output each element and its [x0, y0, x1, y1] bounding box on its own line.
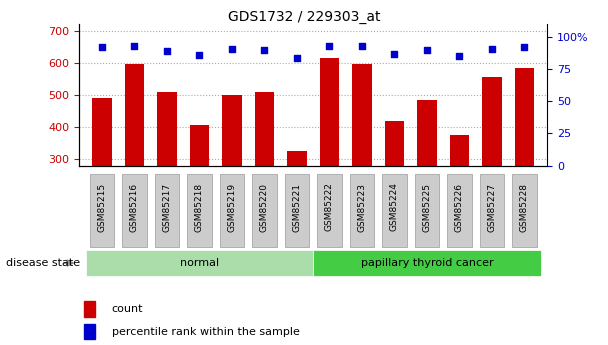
FancyBboxPatch shape	[382, 174, 407, 247]
Text: GSM85218: GSM85218	[195, 183, 204, 231]
FancyBboxPatch shape	[86, 250, 313, 276]
FancyBboxPatch shape	[447, 174, 472, 247]
Text: percentile rank within the sample: percentile rank within the sample	[112, 327, 300, 337]
Bar	[157, 92, 176, 166]
Point	[162, 48, 171, 54]
Text: GSM85220: GSM85220	[260, 183, 269, 231]
Text: papillary thyroid cancer: papillary thyroid cancer	[361, 258, 493, 268]
Text: GSM85227: GSM85227	[488, 183, 496, 231]
Bar	[84, 324, 95, 339]
Text: GSM85223: GSM85223	[358, 183, 367, 231]
Text: GSM85228: GSM85228	[520, 183, 529, 231]
Bar	[190, 126, 209, 166]
Bar	[450, 135, 469, 166]
Bar	[92, 98, 111, 166]
Text: GSM85222: GSM85222	[325, 183, 334, 231]
Point	[487, 46, 497, 51]
Text: GSM85216: GSM85216	[130, 183, 139, 231]
Bar	[222, 95, 241, 166]
Text: GSM85226: GSM85226	[455, 183, 464, 231]
Point	[357, 43, 367, 49]
Text: GDS1732 / 229303_at: GDS1732 / 229303_at	[228, 10, 380, 24]
Bar	[417, 100, 437, 166]
FancyBboxPatch shape	[480, 174, 504, 247]
FancyBboxPatch shape	[89, 174, 114, 247]
Text: normal: normal	[180, 258, 219, 268]
Bar	[482, 77, 502, 166]
Point	[390, 51, 399, 57]
Point	[195, 52, 204, 58]
Text: GSM85219: GSM85219	[227, 183, 237, 231]
Bar	[352, 64, 371, 166]
Bar	[125, 64, 144, 166]
Bar	[255, 92, 274, 166]
Bar	[84, 301, 95, 317]
FancyBboxPatch shape	[313, 250, 541, 276]
FancyBboxPatch shape	[415, 174, 439, 247]
Text: GSM85221: GSM85221	[292, 183, 302, 231]
Text: GSM85215: GSM85215	[97, 183, 106, 231]
Point	[97, 45, 106, 50]
Point	[292, 55, 302, 60]
Bar	[515, 68, 534, 166]
Text: GSM85224: GSM85224	[390, 183, 399, 231]
Text: GSM85217: GSM85217	[162, 183, 171, 231]
FancyBboxPatch shape	[285, 174, 309, 247]
FancyBboxPatch shape	[219, 174, 244, 247]
FancyBboxPatch shape	[317, 174, 342, 247]
Text: GSM85225: GSM85225	[423, 183, 432, 231]
Text: count: count	[112, 304, 143, 314]
Bar	[287, 151, 306, 166]
FancyBboxPatch shape	[252, 174, 277, 247]
Point	[227, 46, 237, 51]
FancyBboxPatch shape	[122, 174, 147, 247]
Point	[422, 47, 432, 53]
Point	[455, 53, 465, 59]
Point	[260, 47, 269, 53]
Text: disease state: disease state	[6, 258, 80, 268]
FancyBboxPatch shape	[350, 174, 374, 247]
Bar	[320, 58, 339, 166]
Point	[130, 43, 139, 49]
FancyBboxPatch shape	[187, 174, 212, 247]
FancyBboxPatch shape	[513, 174, 537, 247]
Bar	[385, 121, 404, 166]
FancyBboxPatch shape	[154, 174, 179, 247]
Point	[325, 43, 334, 49]
Point	[520, 45, 530, 50]
